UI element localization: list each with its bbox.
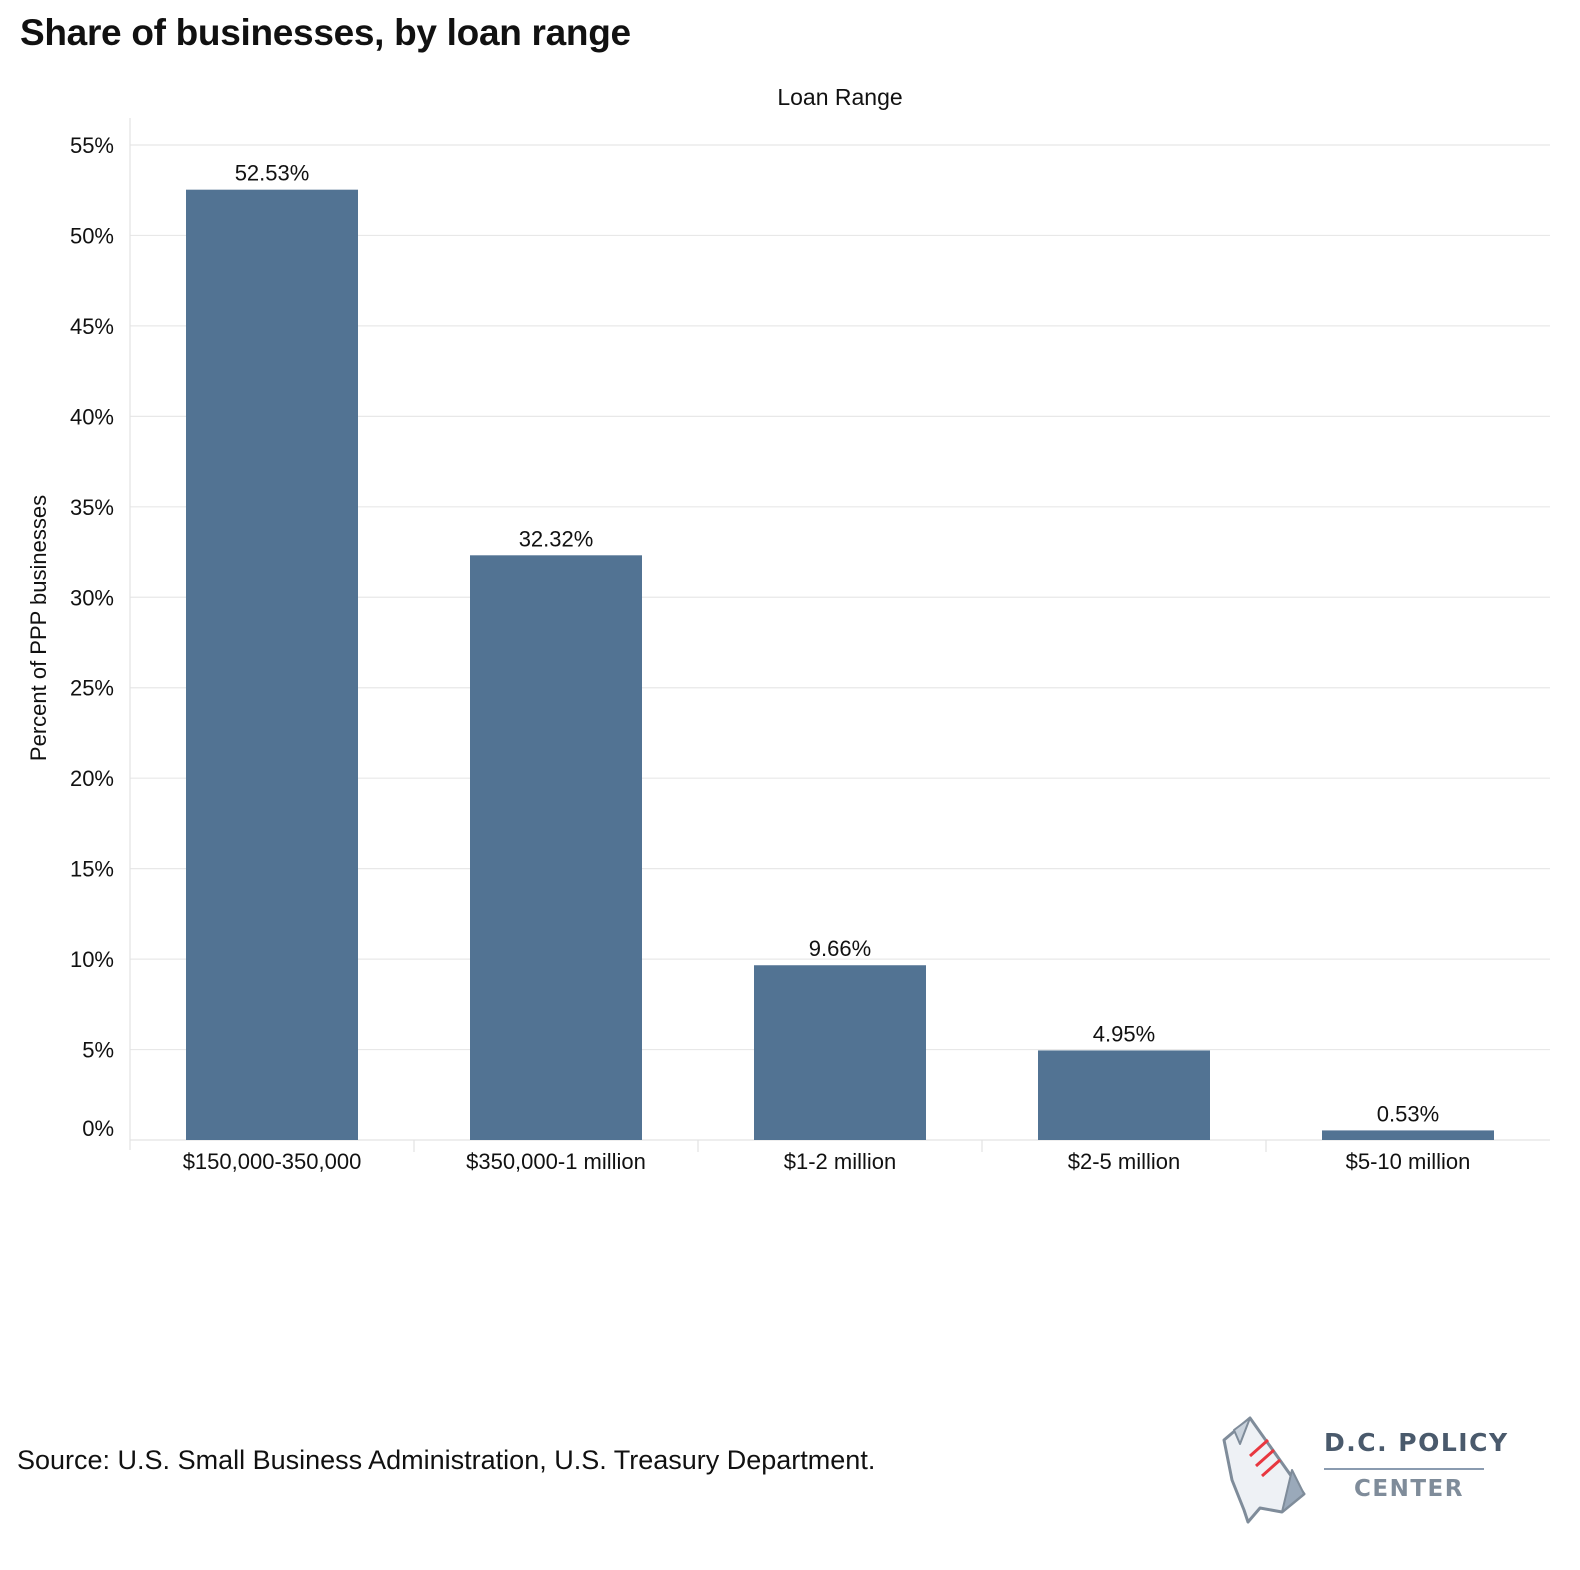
bar xyxy=(754,965,926,1140)
y-tick-label: 10% xyxy=(70,947,114,972)
x-tick-label: $5-10 million xyxy=(1346,1149,1471,1174)
category-dividers xyxy=(413,1140,1267,1152)
x-tick-label: $1-2 million xyxy=(784,1149,897,1174)
bar xyxy=(470,555,642,1140)
data-label: 9.66% xyxy=(809,936,871,961)
y-tick-label: 25% xyxy=(70,676,114,701)
y-tick-label: 45% xyxy=(70,314,114,339)
y-tick-label: 0% xyxy=(82,1116,114,1141)
logo-text-line1: D.C. POLICY xyxy=(1324,1428,1509,1457)
y-tick-label: 15% xyxy=(70,857,114,882)
data-label: 4.95% xyxy=(1093,1021,1155,1046)
bar-chart: Loan Range Percent of PPP businesses 0% 5… xyxy=(26,84,1550,1174)
x-tick-label: $350,000-1 million xyxy=(466,1149,646,1174)
data-label: 52.53% xyxy=(235,161,310,186)
y-tick-label: 40% xyxy=(70,404,114,429)
dc-map-document-icon xyxy=(1222,1416,1306,1524)
y-tick-label: 55% xyxy=(70,133,114,158)
x-tick-label: $2-5 million xyxy=(1068,1149,1181,1174)
y-tick-label: 50% xyxy=(70,223,114,248)
logo-divider xyxy=(1324,1468,1484,1470)
gridlines xyxy=(129,118,1550,1150)
source-note: Source: U.S. Small Business Administrati… xyxy=(17,1445,876,1475)
dc-policy-center-logo: D.C. POLICY CENTER xyxy=(1220,1410,1507,1525)
page-title: Share of businesses, by loan range xyxy=(20,12,631,53)
data-label: 0.53% xyxy=(1377,1101,1439,1126)
y-tick-label: 20% xyxy=(70,766,114,791)
column-header: Loan Range xyxy=(777,84,902,110)
data-labels: 52.53% 32.32% 9.66% 4.95% 0.53% xyxy=(235,161,1440,1127)
y-tick-label: 35% xyxy=(70,495,114,520)
bars xyxy=(186,189,1494,1140)
data-label: 32.32% xyxy=(519,526,594,551)
y-axis-ticks: 0% 5% 10% 15% 20% 25% 30% 35% 40% 45% 50% 55% xyxy=(70,133,114,1141)
y-tick-label: 30% xyxy=(70,585,114,610)
x-tick-label: $150,000-350,000 xyxy=(183,1149,362,1174)
y-tick-label: 5% xyxy=(82,1038,114,1063)
y-axis-title: Percent of PPP businesses xyxy=(26,495,51,761)
bar xyxy=(186,189,358,1140)
bar xyxy=(1322,1130,1494,1140)
logo-text-line2: CENTER xyxy=(1354,1476,1464,1502)
bar xyxy=(1038,1050,1210,1140)
x-axis-ticks: $150,000-350,000 $350,000-1 million $1-2 m… xyxy=(183,1149,1471,1174)
